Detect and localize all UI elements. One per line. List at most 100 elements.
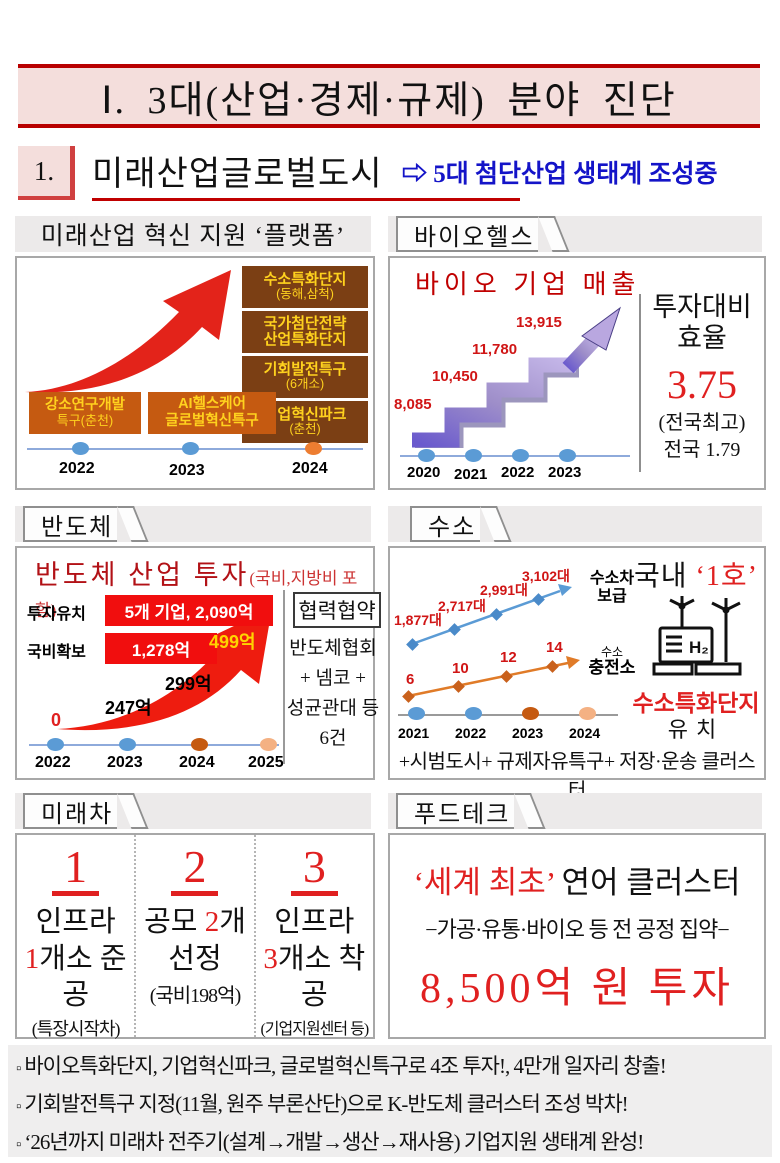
milestone-sub: 특구(춘천): [56, 412, 114, 428]
tab-futurecar: 미래차: [23, 793, 118, 829]
milestone-sub: (춘천): [289, 422, 321, 437]
efficiency-note: 전국 1.79: [663, 439, 741, 462]
data-label: 1,877대: [394, 612, 442, 628]
year-label: 2022: [59, 460, 95, 477]
step-number: 2: [171, 842, 219, 897]
year-label: 2021: [454, 466, 488, 483]
platform-milestone-stack: 수소특화단지 (동해,삼척) 국가첨단전략 산업특화단지 기회발전특구 (6개소…: [242, 266, 368, 443]
growth-arrow-icon: [25, 270, 231, 393]
timeline-dot: [522, 707, 539, 720]
hydrogen-cluster-title: 수소특화단지: [632, 691, 760, 716]
agreement-title-box: 협력협약: [293, 592, 381, 628]
note-line: ▫ 기회발전특구 지정(11월, 원주 부론산단)으로 K-반도체 클러스터 조성…: [14, 1087, 766, 1125]
foodtech-headline-red: ‘세계 최초’: [413, 865, 555, 900]
agreement-line: 성균관대 등: [286, 698, 380, 719]
bio-chart-title: 바이오 기업 매출: [415, 264, 640, 301]
growth-arrow-icon: [57, 608, 272, 731]
data-label: 11,780: [472, 341, 518, 358]
hydrogen-panel: 1,877대 2,717대 2,991대 3,102대 수소차 보급 6 10 …: [388, 546, 766, 802]
milestone-box: 수소특화단지 (동해,삼척): [242, 266, 368, 308]
platform-header: 미래산업 혁신 지원 ‘플랫폼’: [15, 216, 371, 252]
timeline-axis: [398, 714, 618, 716]
data-label: 499억: [209, 632, 256, 652]
foodtech-panel: ‘세계 최초’ 연어 클러스터 −가공·유통·바이오 등 전 공정 집약− 8,…: [388, 833, 766, 1039]
timeline-axis: [29, 744, 279, 746]
section-title: 미래산업글로벌도시: [92, 146, 383, 195]
section-highlight: ⇨ 5대 첨단산업 생태계 조성중: [402, 154, 718, 190]
data-label: 14: [546, 639, 563, 656]
timeline-dot: [72, 442, 89, 455]
tab-biohealth: 바이오헬스: [396, 216, 539, 252]
timeline-dot: [260, 738, 277, 751]
data-label: 6: [406, 671, 415, 688]
year-label: 2024: [179, 754, 215, 771]
series-label-line: 수소차: [589, 570, 635, 587]
rightwards-arrow-icon: ⇨: [402, 161, 428, 188]
step-line: 인프라: [35, 906, 116, 939]
first-in-korea-label: 국내 ‘1호’: [634, 554, 758, 594]
year-label: 2023: [169, 462, 205, 479]
milestone-title: AI헬스케어: [178, 396, 246, 413]
square-bullet-icon: ▫: [16, 1137, 21, 1153]
step-line-pre: 공모: [144, 906, 205, 939]
semi-chart-title: 반도체 산업 투자(국비,지방비 포함): [35, 553, 373, 623]
year-label: 2021: [398, 725, 430, 741]
futurecar-step-3: 3 인프라 3개소 착공 (기업지원센터 등): [256, 835, 373, 1038]
futurecar-panel: 1 인프라 1개소 준공 (특장시작차) 2 공모 2개 선정 (국비198억)…: [15, 833, 375, 1039]
timeline-dot: [465, 449, 482, 462]
semi-chart-title-text: 반도체 산업 투자: [35, 560, 250, 590]
tab-foodtech-label: 푸드테크: [414, 801, 511, 828]
timeline-dot: [182, 442, 199, 455]
square-bullet-icon: ▫: [16, 1099, 21, 1115]
vertical-divider: [639, 294, 641, 472]
foodtech-subline: −가공·유통·바이오 등 전 공정 집약−: [425, 917, 730, 942]
milestone-sub: 산업특화단지: [263, 331, 347, 348]
step-arrow-icon: [412, 306, 621, 448]
first-highlight: ‘1호’: [695, 561, 758, 592]
efficiency-label: 투자대비: [652, 292, 752, 322]
futurecar-step-1: 1 인프라 1개소 준공 (특장시작차): [17, 835, 134, 1039]
data-label: 2,991대: [480, 582, 528, 598]
year-label: 2023: [512, 725, 544, 741]
year-label: 2022: [501, 464, 535, 481]
step-line: 1개소 준공: [17, 941, 134, 1014]
milestone-title: 기회발전특구: [263, 360, 347, 378]
timeline-dot: [119, 738, 136, 751]
milestone-title: 국가첨단전략: [263, 314, 347, 332]
step-line-red: 2: [204, 906, 220, 939]
tab-hydrogen: 수소: [410, 506, 481, 542]
timeline-dot: [559, 449, 576, 462]
section-number-badge: 1.: [18, 146, 75, 200]
first-prefix: 국내: [634, 561, 688, 592]
biohealth-header-strip: 바이오헬스: [388, 216, 762, 252]
semiconductor-panel: 반도체 산업 투자(국비,지방비 포함) 투자유치 5개 기업, 2,090억 …: [15, 546, 381, 780]
hydrogen-header-strip: 수소: [388, 506, 762, 542]
semiconductor-header-strip: 반도체: [15, 506, 371, 542]
timeline-dot: [305, 442, 322, 455]
page-title-text: Ⅰ. 3대(산업·경제·규제) 분야 진단: [101, 79, 677, 122]
tab-semiconductor: 반도체: [23, 506, 118, 542]
foodtech-headline-black: 연어 클러스터: [554, 865, 741, 900]
row-label: 국비확보: [27, 644, 86, 661]
milestone-sub: (6개소): [285, 377, 325, 392]
tab-futurecar-label: 미래차: [41, 801, 114, 828]
step-line-red: 3: [263, 942, 278, 975]
foodtech-headline: ‘세계 최초’ 연어 클러스터: [414, 857, 741, 902]
hydrogen-plant-icon: H₂: [652, 596, 742, 676]
milestone-box: 국가첨단전략 산업특화단지: [242, 311, 368, 353]
page-title: Ⅰ. 3대(산업·경제·규제) 분야 진단: [18, 64, 760, 128]
data-label: 13,915: [516, 314, 562, 331]
step-line-rest: 개소 준공: [39, 942, 127, 1011]
step-note: (국비198억): [149, 984, 242, 1007]
agreement-line: + 넴코 +: [300, 668, 366, 689]
section-underline: [92, 198, 520, 201]
milestone-sub: (동해,삼척): [276, 287, 334, 302]
section-title-text: 미래산업글로벌도시: [92, 156, 383, 193]
platform-panel: 수소특화단지 (동해,삼척) 국가첨단전략 산업특화단지 기회발전특구 (6개소…: [15, 256, 375, 490]
row-value-box: 5개 기업, 2,090억: [105, 595, 273, 626]
series-label-line: 보급: [597, 587, 627, 605]
efficiency-value: 3.75: [667, 362, 737, 408]
foodtech-header-strip: 푸드테크: [388, 793, 762, 829]
data-label: 3,102대: [522, 568, 570, 584]
agreement-line: 6건: [319, 728, 347, 749]
